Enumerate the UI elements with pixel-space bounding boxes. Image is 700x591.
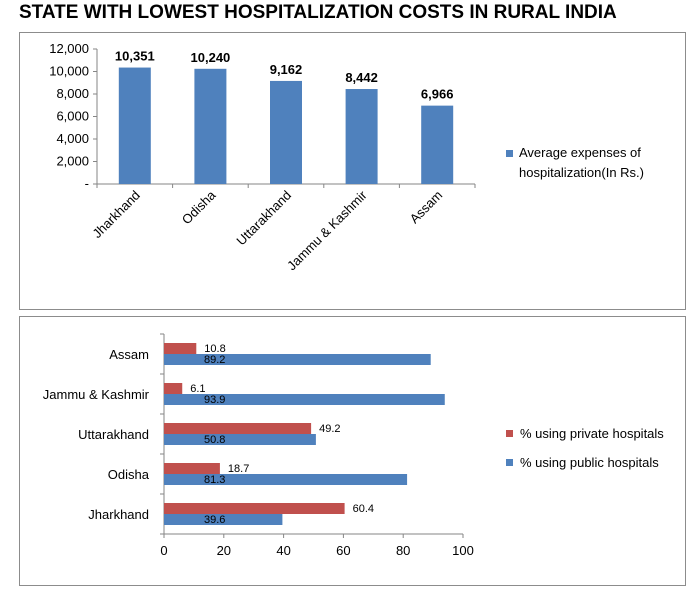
- data-label-odisha: 10,240: [191, 50, 231, 65]
- data-label-private-jammu-kashmir: 6.1: [190, 383, 205, 395]
- x-tick-label: 0: [160, 543, 167, 558]
- page-title: STATE WITH LOWEST HOSPITALIZATION COSTS …: [19, 2, 617, 23]
- y-tick-label: 2,000: [56, 154, 89, 169]
- y-tick-label: 8,000: [56, 86, 89, 101]
- data-label-public-uttarakhand: 50.8: [204, 434, 225, 446]
- bar-odisha: [194, 68, 227, 184]
- bar-public-jammu-kashmir: [164, 394, 445, 405]
- y-tick-label-jharkhand: Jharkhand: [88, 507, 149, 522]
- legend-label-private: % using private hospitals: [520, 426, 664, 441]
- y-tick-label-uttarakhand: Uttarakhand: [78, 427, 149, 442]
- y-tick-label: 6,000: [56, 109, 89, 124]
- bar-public-jharkhand: [164, 514, 283, 525]
- bar-private-odisha: [164, 463, 220, 474]
- bar-public-odisha: [164, 474, 408, 485]
- x-tick-label: 100: [452, 543, 474, 558]
- bar-private-jharkhand: [164, 503, 345, 514]
- legend-swatch-average-expenses: [506, 150, 513, 157]
- bar-assam: [421, 105, 454, 184]
- legend-label-line-2: hospitalization(In Rs.): [519, 165, 644, 180]
- data-label-public-jammu-kashmir: 93.9: [204, 394, 225, 406]
- data-label-private-assam: 10.8: [204, 343, 225, 355]
- y-tick-label-assam: Assam: [109, 347, 149, 362]
- y-tick-label: 10,000: [49, 64, 89, 79]
- bar-private-assam: [164, 343, 197, 354]
- hospital-usage-chart-panel: 0 20 40 60 80 100 Jharkhand 60.4 39.6 Odisha 18.7 8…: [19, 316, 686, 586]
- legend-label-line-1: Average expenses of: [519, 145, 641, 160]
- legend-swatch-private: [506, 430, 513, 437]
- data-label-public-assam: 89.2: [204, 354, 225, 366]
- data-label-jharkhand: 10,351: [115, 49, 155, 64]
- x-tick-label: 60: [336, 543, 350, 558]
- data-label-jammu-kashmir: 8,442: [345, 70, 378, 85]
- x-tick-label-jammu-kashmir: Jammu & Kashmir: [284, 187, 370, 273]
- legend-label-public: % using public hospitals: [520, 455, 659, 470]
- y-tick-label-odisha: Odisha: [108, 467, 150, 482]
- average-expenses-chart-panel: - 2,000 4,000 6,000 8,000 10,000 12,000 10,351 J…: [19, 32, 686, 310]
- y-tick-label: 4,000: [56, 131, 89, 146]
- y-tick-label: 12,000: [49, 41, 89, 56]
- data-label-private-odisha: 18.7: [228, 463, 249, 475]
- x-tick-label: 80: [396, 543, 410, 558]
- bar-private-uttarakhand: [164, 423, 312, 434]
- bar-private-jammu-kashmir: [164, 383, 183, 394]
- y-tick-label-jammu-kashmir: Jammu & Kashmir: [43, 387, 150, 402]
- x-tick-label-odisha: Odisha: [179, 187, 219, 227]
- data-label-uttarakhand: 9,162: [270, 62, 303, 77]
- data-label-public-jharkhand: 39.6: [204, 514, 225, 526]
- data-label-assam: 6,966: [421, 87, 454, 102]
- x-tick-label-uttarakhand: Uttarakhand: [233, 188, 294, 249]
- legend-swatch-public: [506, 459, 513, 466]
- data-label-public-odisha: 81.3: [204, 474, 225, 486]
- bar-public-assam: [164, 354, 431, 365]
- bar-public-uttarakhand: [164, 434, 316, 445]
- x-tick-label-assam: Assam: [407, 188, 446, 227]
- x-tick-label-jharkhand: Jharkhand: [89, 188, 143, 242]
- bar-uttarakhand: [270, 80, 302, 184]
- bar-jammu-kashmir: [345, 89, 378, 184]
- x-tick-label: 40: [276, 543, 290, 558]
- average-expenses-bar-chart: - 2,000 4,000 6,000 8,000 10,000 12,000 10,351 J…: [49, 41, 644, 273]
- y-tick-label: -: [85, 176, 89, 191]
- bar-jharkhand: [118, 67, 151, 184]
- x-tick-label: 20: [217, 543, 231, 558]
- data-label-private-jharkhand: 60.4: [353, 503, 374, 515]
- data-label-private-uttarakhand: 49.2: [319, 423, 340, 435]
